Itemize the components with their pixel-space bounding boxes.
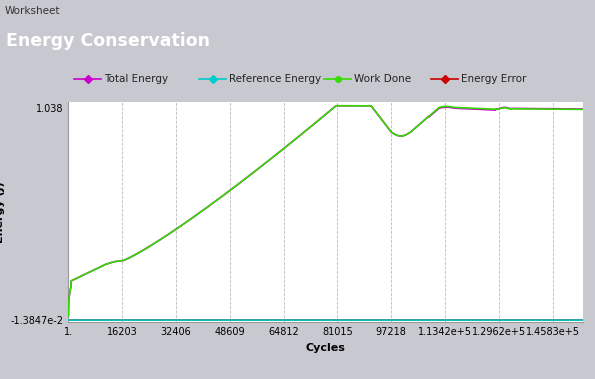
Y-axis label: Energy (J): Energy (J)	[0, 182, 5, 243]
Text: Energy Error: Energy Error	[461, 74, 527, 84]
X-axis label: Cycles: Cycles	[306, 343, 346, 352]
Text: Energy Conservation: Energy Conservation	[6, 32, 210, 50]
Text: Reference Energy: Reference Energy	[229, 74, 321, 84]
Text: Worksheet: Worksheet	[5, 6, 60, 16]
Text: Work Done: Work Done	[354, 74, 411, 84]
Text: Total Energy: Total Energy	[104, 74, 168, 84]
